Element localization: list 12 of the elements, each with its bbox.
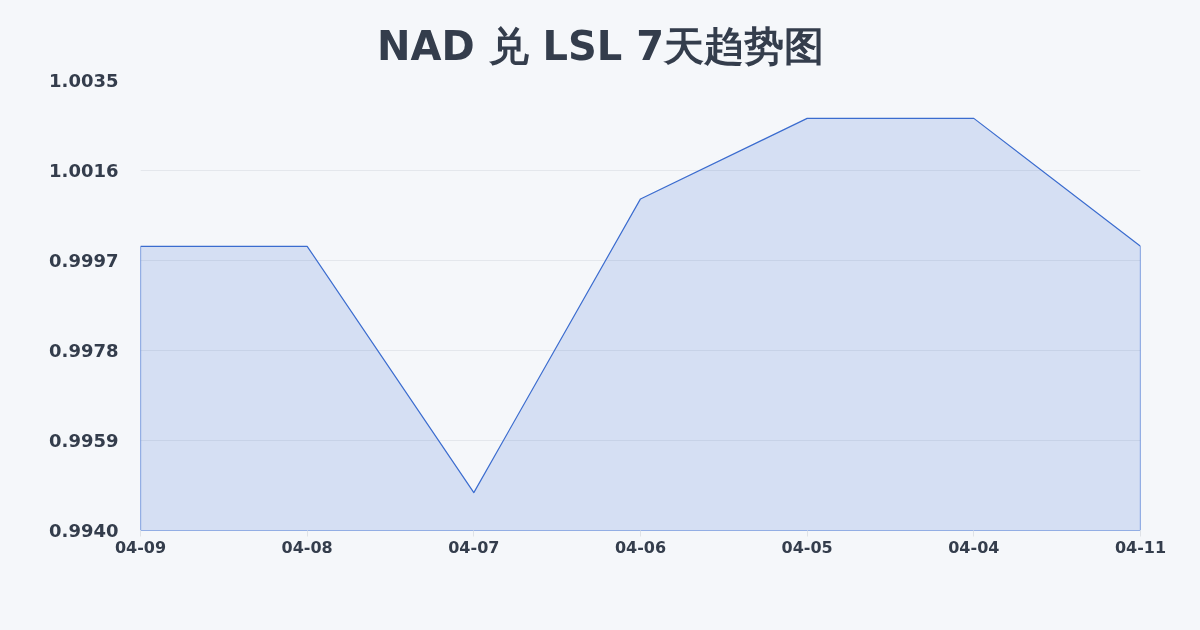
y-tick-label: 1.0035 [49,70,119,91]
y-tick-label: 1.0016 [49,160,119,181]
x-tick-label: 04-06 [614,537,667,557]
y-tick-label: 0.9959 [49,430,119,451]
y-tick-label: 0.9997 [49,250,119,271]
x-tick-label: 04-07 [448,537,500,557]
x-tick-label: 04-05 [781,537,833,557]
x-tick-label: 04-11 [1114,537,1167,557]
chart-title: NAD 兑 LSL 7天趋势图 [376,22,825,69]
x-tick-label: 04-08 [281,537,333,557]
y-tick-label: 0.9978 [49,340,119,361]
x-tick-label: 04-04 [948,537,1000,557]
